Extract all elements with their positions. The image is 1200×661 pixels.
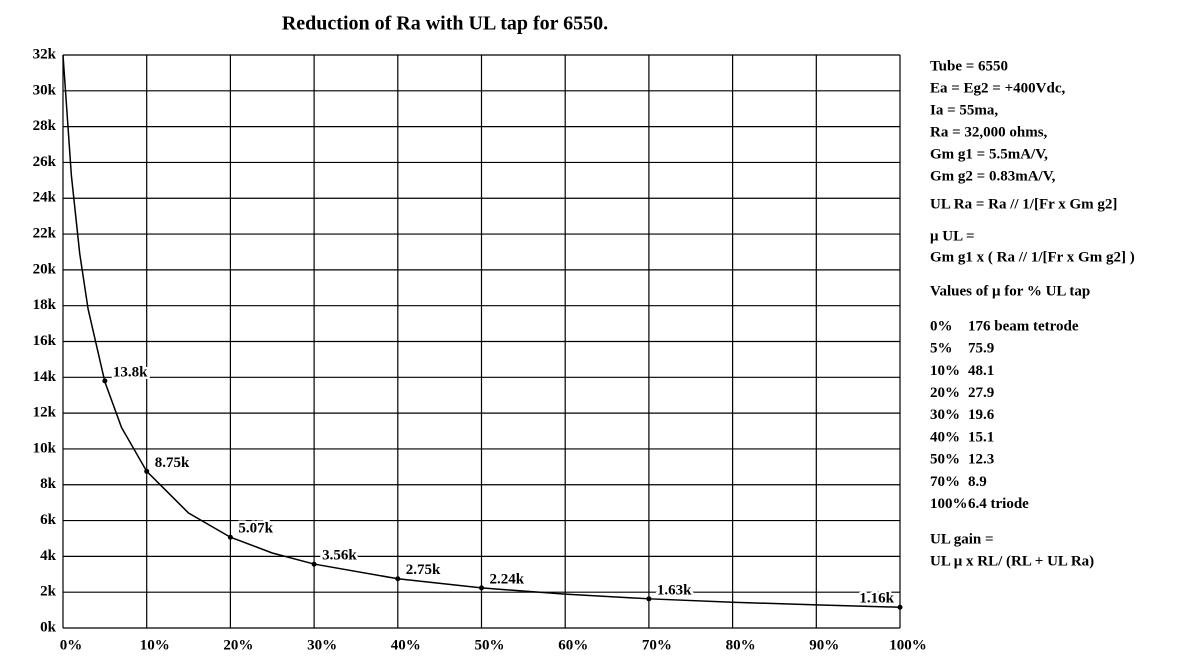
data-point xyxy=(646,596,652,602)
data-point xyxy=(395,576,401,582)
curve xyxy=(62,54,901,608)
x-tick-label: 40% xyxy=(391,637,421,653)
data-point xyxy=(311,561,317,567)
table-cell: 40% xyxy=(930,429,960,445)
data-point xyxy=(102,378,108,384)
data-point xyxy=(144,468,150,474)
table-cell: 6.4 triode xyxy=(968,496,1029,512)
y-tick-label: 30k xyxy=(33,82,57,98)
x-tick-label: 30% xyxy=(307,637,337,653)
table-cell: 30% xyxy=(930,407,960,423)
x-tick-label: 10% xyxy=(140,637,170,653)
x-tick-label: 50% xyxy=(475,637,505,653)
table-cell: 10% xyxy=(930,363,960,379)
data-label: 2.75k xyxy=(406,562,441,578)
y-tick-label: 14k xyxy=(33,369,57,385)
note-line: Ea = Eg2 = +400Vdc, xyxy=(930,80,1065,96)
data-label: 1.63k xyxy=(657,582,692,598)
data-label: 2.24k xyxy=(490,571,525,587)
data-point xyxy=(479,585,484,591)
table-cell: 50% xyxy=(930,452,960,468)
note-line: Tube = 6550 xyxy=(930,58,1008,74)
y-tick-label: 24k xyxy=(33,190,57,206)
table-cell: 20% xyxy=(930,385,960,401)
note-line: Gm g1 x ( Ra // 1/[Fr x Gm g2] ) xyxy=(930,249,1135,265)
table-cell: 100% xyxy=(930,496,968,512)
x-tick-label: 60% xyxy=(558,637,588,653)
y-tick-label: 0k xyxy=(40,619,57,635)
note-line: UL gain = xyxy=(930,531,994,547)
y-tick-label: 2k xyxy=(40,584,57,600)
x-tick-label: 20% xyxy=(223,637,253,653)
note-line: Ra = 32,000 ohms, xyxy=(930,124,1048,140)
table-cell: 176 beam tetrode xyxy=(968,318,1079,334)
y-tick-label: 20k xyxy=(33,261,57,277)
y-tick-label: 8k xyxy=(40,476,57,492)
y-tick-label: 32k xyxy=(33,46,57,62)
y-tick-label: 4k xyxy=(40,548,57,564)
note-line: Gm g1 = 5.5mA/V, xyxy=(930,146,1048,162)
chart-title: Reduction of Ra with UL tap for 6550. xyxy=(282,13,608,35)
data-point xyxy=(897,604,903,610)
data-point xyxy=(227,534,233,540)
table-cell: 27.9 xyxy=(968,385,994,401)
data-label: 5.07k xyxy=(238,521,273,537)
y-tick-label: 10k xyxy=(33,440,57,456)
y-tick-label: 26k xyxy=(33,154,57,170)
table-cell: 75.9 xyxy=(968,341,994,357)
table-cell: 70% xyxy=(930,474,960,490)
table-cell: 5% xyxy=(930,341,953,357)
table-cell: 8.9 xyxy=(968,474,987,490)
table-cell: 0% xyxy=(930,318,953,334)
table-cell: 48.1 xyxy=(968,363,994,379)
y-tick-label: 28k xyxy=(33,118,57,134)
note-line: UL Ra = Ra // 1/[Fr x Gm g2] xyxy=(930,196,1117,212)
x-tick-label: 70% xyxy=(642,637,672,653)
y-tick-label: 18k xyxy=(33,297,57,313)
x-tick-label: 0% xyxy=(60,637,83,653)
y-tick-label: 6k xyxy=(40,512,57,528)
data-label: 3.56k xyxy=(322,548,357,564)
y-tick-label: 22k xyxy=(33,226,57,242)
note-line: UL μ x RL/ (RL + UL Ra) xyxy=(930,553,1094,569)
note-line: μ UL = xyxy=(930,228,975,244)
note-line: Ia = 55ma, xyxy=(930,102,998,118)
note-line: Gm g2 = 0.83mA/V, xyxy=(930,168,1056,184)
x-tick-label: 90% xyxy=(809,637,839,653)
data-label: 13.8k xyxy=(113,364,148,380)
note-line: Values of μ for % UL tap xyxy=(930,283,1090,299)
data-label: 8.75k xyxy=(155,455,190,471)
table-cell: 15.1 xyxy=(968,429,994,445)
y-tick-label: 12k xyxy=(33,405,57,421)
y-tick-label: 16k xyxy=(33,333,57,349)
data-label: 1.16k xyxy=(859,591,894,607)
x-tick-label: 100% xyxy=(889,637,927,653)
table-cell: 12.3 xyxy=(968,452,994,468)
x-tick-label: 80% xyxy=(726,637,756,653)
table-cell: 19.6 xyxy=(968,407,995,423)
